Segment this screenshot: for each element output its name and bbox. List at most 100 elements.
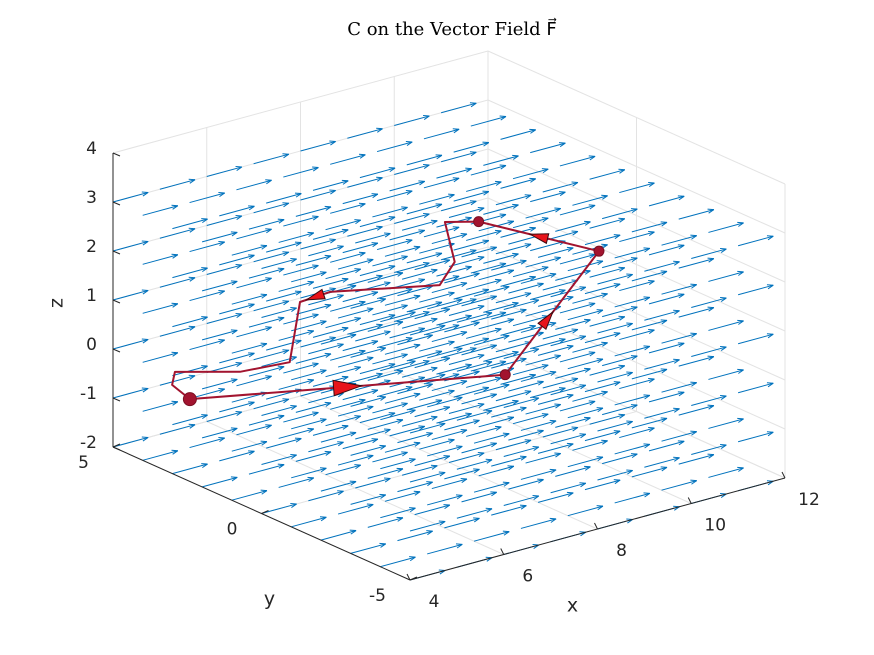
quiver-shaft [261,454,297,465]
quiver-shaft [708,369,744,380]
quiver-arrow [520,419,557,431]
quiver-shaft [602,355,638,367]
quiver-arrow [597,420,633,432]
quiver-arrow [291,418,327,430]
quiver-head [283,349,290,355]
quiver-arrow [448,206,485,218]
quiver-arrow [172,365,208,377]
quiver-head [631,306,638,312]
quiver-arrow [473,432,510,444]
quiver-shaft [589,365,625,376]
quiver-shaft [342,438,379,450]
quiver-head [512,302,519,307]
quiver-arrow [142,302,179,314]
quiver-shaft [530,142,566,154]
quiver-head [483,338,490,343]
quiver-head [661,319,668,325]
quiver-arrow [278,427,315,439]
quiver-head [414,295,421,300]
quiver-head [512,155,519,160]
quiver-head [444,259,451,265]
quiver-arrow [389,327,426,339]
quiver-shaft [483,351,519,362]
quiver-head [550,420,557,425]
quiver-head [691,333,697,338]
quiver-head [708,405,715,410]
chart-title: C on the Vector Field F⃗ [347,18,557,40]
quiver-head [720,444,727,449]
quiver-arrow [512,168,549,180]
quiver-shaft [308,294,344,306]
quiver-shaft [300,189,336,201]
quiver-shaft [444,468,480,480]
quiver-head [350,530,357,535]
quiver-head [431,465,438,470]
y-tick-label: 0 [227,520,238,540]
quiver-shaft [525,404,561,415]
quiver-head [439,374,446,379]
quiver-shaft [500,178,536,189]
quiver-head [580,482,587,488]
quiver-arrow [431,331,468,343]
quiver-shaft [678,307,715,318]
quiver-head [533,446,540,451]
quiver-head [359,301,366,306]
quiver-arrow [661,332,697,344]
quiver-head [384,331,391,336]
quiver-head [355,317,361,323]
quiver-head [291,405,297,410]
quiver-head [406,239,413,245]
quiver-head [367,308,374,313]
quiver-head [342,229,349,234]
quiver-shaft [350,347,386,358]
quiver-head [266,375,272,381]
quiver-arrow [537,295,574,307]
quiver-shaft [520,420,557,431]
quiver-head [380,445,387,450]
quiver-shaft [584,234,621,246]
quiver-shaft [466,181,502,192]
quiver-shaft [648,391,685,403]
quiver-arrow [414,259,451,271]
quiver-head [414,491,421,496]
quiver-shaft [448,403,485,414]
quiver-arrow [219,254,255,266]
quiver-shaft [253,153,289,165]
quiver-shaft [172,218,208,230]
quiver-shaft [512,168,549,180]
quiver-shaft [602,208,638,220]
quiver-arrow [300,238,336,250]
quiver-arrow [142,253,179,265]
quiver-shaft [597,273,633,285]
quiver-shaft [359,167,396,179]
quiver-shaft [473,384,510,395]
quiver-arrow [342,193,379,205]
quiver-arrow [253,153,290,165]
quiver-shaft [466,328,502,339]
grid-line [487,148,786,283]
quiver-shaft [406,350,443,362]
quiver-head [236,362,243,367]
quiver-head [248,254,255,260]
quiver-arrow [478,269,515,281]
quiver-arrow [427,494,463,506]
quiver-arrow [295,303,332,315]
quiver-head [720,297,727,302]
quiver-shaft [142,303,178,314]
quiver-arrow [359,167,396,179]
quiver-arrow [631,319,668,331]
quiver-arrow [372,255,408,267]
quiver-shaft [440,298,477,310]
quiver-shaft [278,232,314,243]
quiver-head [355,415,361,421]
quiver-head [283,398,290,404]
quiver-arrow [589,364,626,376]
quiver-shaft [142,450,178,461]
quiver-arrow [414,455,451,467]
quiver-shaft [376,239,413,251]
quiver-arrow [372,451,408,463]
quiver-arrow [266,192,302,204]
quiver-head [584,466,591,471]
quiver-shaft [397,481,433,493]
quiver-shaft [355,477,391,489]
